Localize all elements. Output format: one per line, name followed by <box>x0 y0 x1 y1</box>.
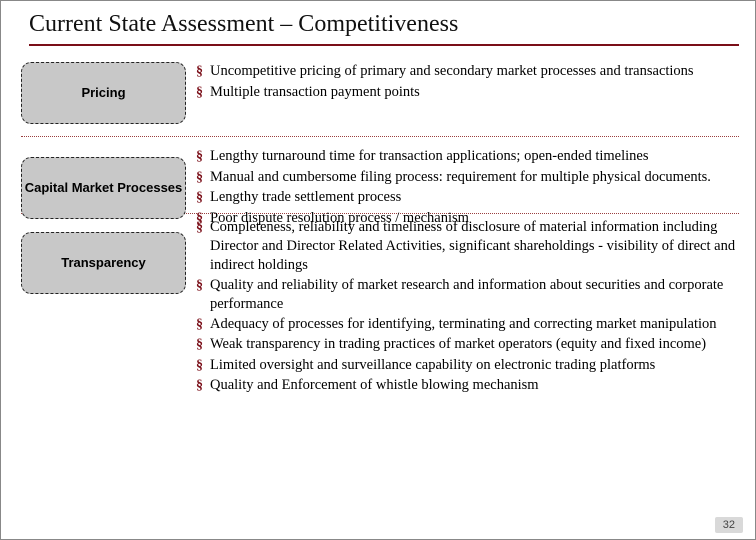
bullets-pricing: §Uncompetitive pricing of primary and se… <box>196 62 739 103</box>
section-divider <box>21 136 739 137</box>
bullet-text: Adequacy of processes for identifying, t… <box>210 315 739 334</box>
label-box-pricing: Pricing <box>21 62 186 124</box>
bullet-text: Lengthy turnaround time for transaction … <box>210 147 739 166</box>
bullet-item: §Limited oversight and surveillance capa… <box>196 356 739 376</box>
content-area: Pricing §Uncompetitive pricing of primar… <box>1 46 755 397</box>
page-number: 32 <box>715 517 743 533</box>
bullet-marker-icon: § <box>196 83 210 103</box>
slide-title: Current State Assessment – Competitivene… <box>1 1 755 44</box>
bullet-item: §Adequacy of processes for identifying, … <box>196 315 739 335</box>
bullet-marker-icon: § <box>196 62 210 82</box>
bullet-marker-icon: § <box>196 376 210 396</box>
label-col: Capital Market Processes <box>21 147 196 219</box>
bullet-text: Lengthy trade settlement process <box>210 188 739 207</box>
bullets-capital-market: §Lengthy turnaround time for transaction… <box>196 147 739 229</box>
slide: Current State Assessment – Competitivene… <box>0 0 756 540</box>
label-box-transparency: Transparency <box>21 232 186 294</box>
bullet-text: Uncompetitive pricing of primary and sec… <box>210 62 739 81</box>
bullet-text: Quality and reliability of market resear… <box>210 276 739 314</box>
bullet-item: §Quality and Enforcement of whistle blow… <box>196 376 739 396</box>
bullet-text: Weak transparency in trading practices o… <box>210 335 739 354</box>
bullet-item: §Completeness, reliability and timelines… <box>196 218 739 275</box>
bullet-item: §Lengthy turnaround time for transaction… <box>196 147 739 167</box>
bullet-item: §Lengthy trade settlement process <box>196 188 739 208</box>
bullet-text: Manual and cumbersome filing process: re… <box>210 168 739 187</box>
bullet-item: §Quality and reliability of market resea… <box>196 276 739 314</box>
label-box-capital-market: Capital Market Processes <box>21 157 186 219</box>
bullet-marker-icon: § <box>196 276 210 296</box>
bullets-transparency: §Completeness, reliability and timelines… <box>196 218 739 397</box>
bullet-text: Completeness, reliability and timeliness… <box>210 218 739 275</box>
bullet-item: §Uncompetitive pricing of primary and se… <box>196 62 739 82</box>
bullet-text: Quality and Enforcement of whistle blowi… <box>210 376 739 395</box>
bullet-marker-icon: § <box>196 168 210 188</box>
bullet-text: Limited oversight and surveillance capab… <box>210 356 739 375</box>
bullet-item: §Manual and cumbersome filing process: r… <box>196 168 739 188</box>
label-col: Pricing <box>21 62 196 124</box>
section-transparency: Transparency §Completeness, reliability … <box>21 218 739 397</box>
bullet-item: §Multiple transaction payment points <box>196 83 739 103</box>
section-pricing: Pricing §Uncompetitive pricing of primar… <box>21 54 739 132</box>
bullet-marker-icon: § <box>196 315 210 335</box>
bullet-marker-icon: § <box>196 356 210 376</box>
section-capital-market: Capital Market Processes §Lengthy turnar… <box>21 141 739 229</box>
bullet-marker-icon: § <box>196 218 210 238</box>
bullet-marker-icon: § <box>196 188 210 208</box>
bullet-item: §Weak transparency in trading practices … <box>196 335 739 355</box>
bullet-marker-icon: § <box>196 147 210 167</box>
bullet-marker-icon: § <box>196 335 210 355</box>
bullet-text: Multiple transaction payment points <box>210 83 739 102</box>
label-col: Transparency <box>21 218 196 294</box>
